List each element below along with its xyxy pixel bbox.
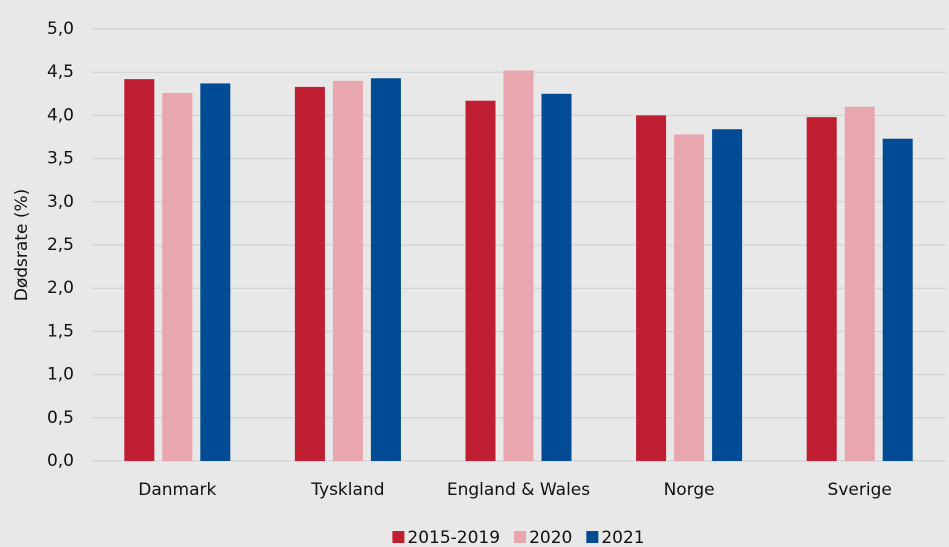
- x-tick-label: Danmark: [138, 480, 216, 500]
- y-tick-label: 5,0: [47, 19, 74, 39]
- y-tick-label: 4,5: [47, 62, 74, 82]
- legend-swatch: [514, 531, 527, 543]
- y-tick-label: 0,5: [47, 408, 74, 428]
- x-tick-label: Norge: [664, 480, 715, 500]
- bar: [541, 93, 572, 462]
- bar: [370, 78, 401, 462]
- bar: [674, 134, 705, 461]
- legend-swatch: [586, 531, 599, 543]
- legend-swatch: [392, 531, 405, 543]
- bar: [124, 79, 155, 461]
- y-tick-label: 2,5: [47, 235, 74, 255]
- bar: [844, 106, 875, 461]
- bar: [806, 117, 837, 462]
- bar: [332, 80, 363, 461]
- y-tick-label: 4,0: [47, 105, 74, 125]
- legend-label: 2015-2019: [407, 528, 500, 547]
- x-tick-label: Tyskland: [310, 480, 384, 500]
- legend: 2015-2019 2020 2021: [392, 528, 645, 547]
- y-tick-label: 3,0: [47, 192, 74, 212]
- bar: [503, 70, 534, 462]
- bar: [712, 129, 743, 461]
- y-tick-label: 1,5: [47, 321, 74, 341]
- legend-label: 2020: [529, 528, 572, 547]
- legend-label: 2021: [601, 528, 644, 547]
- bar: [162, 92, 193, 461]
- bar: [882, 138, 913, 461]
- bar: [200, 83, 231, 461]
- y-axis-label: Dødsrate (%): [12, 189, 32, 302]
- y-tick-label: 2,0: [47, 278, 74, 298]
- y-tick-label: 1,0: [47, 365, 74, 385]
- y-tick-label: 0,0: [47, 451, 74, 471]
- x-tick-label: England & Wales: [447, 480, 590, 500]
- y-tick-label: 3,5: [47, 149, 74, 169]
- bar: [294, 86, 325, 461]
- x-tick-label: Sverige: [828, 480, 892, 500]
- bar: [465, 100, 496, 461]
- bar: [636, 115, 667, 462]
